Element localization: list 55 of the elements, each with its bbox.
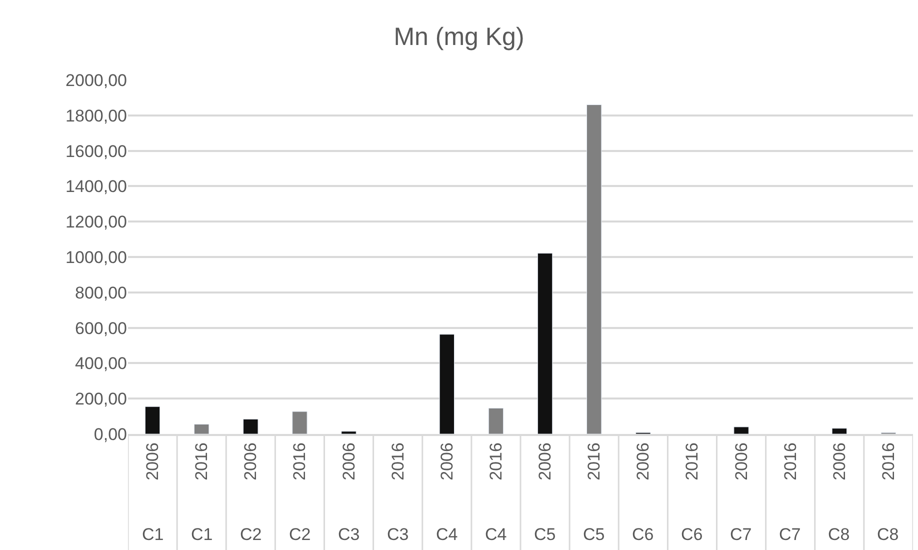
y-tick-label: 800,00 [75, 283, 127, 302]
text: C2 [240, 525, 262, 544]
x-tick-label: 2016 [682, 442, 702, 480]
x-tick-label: 2016 [290, 442, 310, 480]
x-tick-label: 2016 [192, 442, 212, 480]
text: C1 [142, 525, 164, 544]
text: C6 [681, 525, 703, 544]
x-tick-label: 2006 [339, 442, 358, 480]
y-tick-label: 1200,00 [66, 212, 127, 232]
chart-title: Mn (mg Kg) [394, 23, 524, 51]
x-tick-label: 2006 [634, 442, 653, 480]
x-tick-label: 2006 [732, 442, 751, 480]
text: C5 [583, 525, 605, 544]
y-tick-label: 2000,00 [66, 70, 127, 90]
bar [488, 408, 504, 434]
x-tick-label: 2006 [830, 442, 849, 480]
x-tick-label: 2006 [536, 442, 555, 480]
bar [832, 428, 848, 434]
bar [734, 426, 749, 434]
text: C8 [877, 525, 899, 544]
text: C3 [387, 525, 409, 544]
bar [243, 418, 258, 434]
y-tick-label: 600,00 [75, 318, 127, 338]
text: C7 [730, 525, 752, 544]
x-tick-label: 2016 [486, 442, 506, 480]
bar [586, 104, 602, 434]
x-tick-label: 2016 [584, 442, 604, 480]
x-tick-label: 2016 [388, 442, 408, 480]
y-tick-label: 1400,00 [66, 177, 127, 196]
text: C7 [779, 525, 801, 544]
text: C6 [632, 525, 654, 544]
y-tick-label: 0,00 [94, 424, 127, 444]
bar [341, 431, 356, 434]
text: C4 [436, 525, 458, 544]
x-tick-label: 2016 [780, 442, 800, 480]
x-tick-label: 2006 [143, 442, 162, 480]
bar [144, 406, 160, 434]
x-tick-label: 2006 [437, 442, 456, 480]
y-tick-label: 1000,00 [66, 248, 127, 267]
text: C2 [289, 525, 311, 544]
bar [194, 424, 210, 434]
text: C3 [338, 525, 360, 544]
bar [439, 334, 455, 434]
text: C1 [191, 525, 213, 544]
y-tick-label: 200,00 [75, 390, 127, 409]
y-tick-label: 400,00 [75, 354, 127, 374]
x-tick-label: 2006 [241, 442, 260, 480]
text: C5 [534, 525, 556, 544]
y-tick-label: 1800,00 [66, 106, 127, 126]
text: C8 [828, 525, 850, 544]
x-tick-label: 2016 [878, 442, 898, 480]
text: C4 [485, 525, 507, 544]
bar [292, 411, 308, 434]
bar [537, 253, 553, 434]
y-tick-label: 1600,00 [66, 142, 127, 161]
